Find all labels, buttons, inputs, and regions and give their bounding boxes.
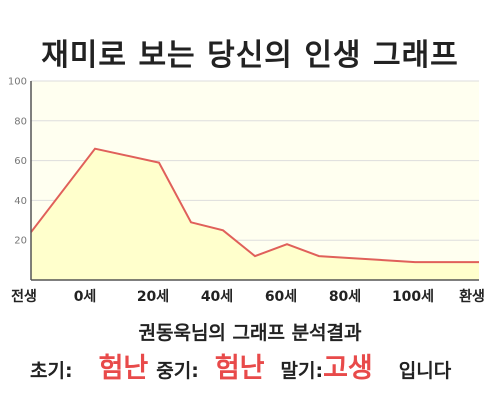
series-line — [30, 147, 479, 264]
y-tick-label: 60 — [14, 156, 27, 167]
late-value: 고생 — [323, 353, 373, 384]
result-line: 초기: 험난 중기: 험난 말기:고생 입니다 — [30, 346, 452, 384]
x-tick-label: 전생 — [11, 288, 37, 305]
late-label: 말기: — [280, 360, 324, 382]
x-tick-label: 20세 — [137, 289, 169, 305]
life-graph-chart: 100 80 60 40 20 전생 0세 20세 40세 60세 80세 100세 환생 — [8, 77, 485, 306]
y-tick-label: 100 — [8, 77, 27, 88]
x-tick-label: 80세 — [329, 289, 361, 305]
x-tick-label: 40세 — [201, 289, 233, 305]
middle-label: 중기: — [156, 360, 199, 382]
x-tick-label: 100세 — [392, 289, 434, 305]
y-tick-labels: 100 80 60 40 20 — [8, 77, 27, 247]
middle-value: 험난 — [214, 353, 265, 384]
x-tick-labels: 전생 0세 20세 40세 60세 80세 100세 환생 — [11, 288, 485, 305]
chart-title: 재미로 보는 당신의 인생 그래프 — [41, 38, 459, 73]
result-suffix: 입니다 — [398, 360, 452, 382]
y-tick-label: 20 — [14, 236, 27, 247]
area-fill — [31, 148, 479, 280]
x-tick-label: 0세 — [74, 289, 97, 305]
early-value: 험난 — [98, 353, 149, 384]
x-tick-label: 60세 — [265, 289, 297, 305]
early-label: 초기: — [30, 360, 73, 382]
x-tick-label: 환생 — [459, 288, 485, 305]
y-tick-label: 80 — [14, 116, 27, 127]
y-tick-label: 40 — [14, 196, 27, 207]
analysis-title: 권동욱님의 그래프 분석결과 — [138, 322, 362, 344]
